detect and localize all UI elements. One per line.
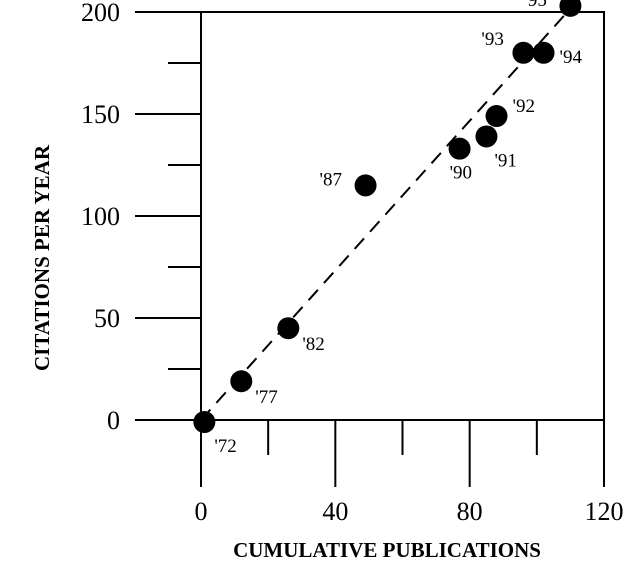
x-tick-label: 40 bbox=[322, 497, 348, 526]
point-label: '94 bbox=[560, 47, 583, 68]
data-point bbox=[354, 174, 377, 197]
point-label: '93 bbox=[481, 29, 503, 50]
point-label: '72 bbox=[214, 436, 236, 457]
point-label: '91 bbox=[494, 150, 516, 171]
point-label: '95 bbox=[524, 0, 546, 11]
data-point bbox=[277, 317, 300, 340]
data-points: '72 '77 '82 '87 '90 '91 '92 '93 '94 '95 bbox=[193, 0, 582, 457]
y-tick-label: 100 bbox=[81, 202, 120, 231]
y-axis-title: CITATIONS PER YEAR bbox=[30, 144, 54, 371]
data-point bbox=[559, 0, 582, 17]
x-tick-label: 80 bbox=[457, 497, 483, 526]
y-tick-label: 50 bbox=[94, 304, 120, 333]
data-point bbox=[230, 370, 253, 393]
x-tick-label: 0 bbox=[195, 497, 208, 526]
y-tick-label: 150 bbox=[81, 100, 120, 129]
x-axis-title: CUMULATIVE PUBLICATIONS bbox=[233, 538, 541, 562]
plot-frame bbox=[200, 11, 605, 421]
y-tick-label: 200 bbox=[81, 0, 120, 27]
point-label: '82 bbox=[302, 334, 324, 355]
axis-tick-labels: 0 50 100 150 200 0 40 80 120 bbox=[81, 0, 624, 526]
axis-ticks bbox=[135, 11, 605, 487]
point-label: '77 bbox=[255, 387, 277, 408]
data-point bbox=[448, 137, 471, 160]
x-tick-label: 120 bbox=[585, 497, 624, 526]
data-point bbox=[485, 105, 508, 128]
fit-line bbox=[200, 11, 569, 421]
data-point bbox=[532, 41, 555, 64]
y-tick-label: 0 bbox=[107, 406, 120, 435]
point-label: '90 bbox=[450, 163, 472, 184]
data-point bbox=[512, 41, 535, 64]
data-point bbox=[475, 125, 498, 148]
point-label: '87 bbox=[320, 169, 342, 190]
point-label: '92 bbox=[513, 96, 535, 117]
data-point bbox=[193, 411, 216, 434]
